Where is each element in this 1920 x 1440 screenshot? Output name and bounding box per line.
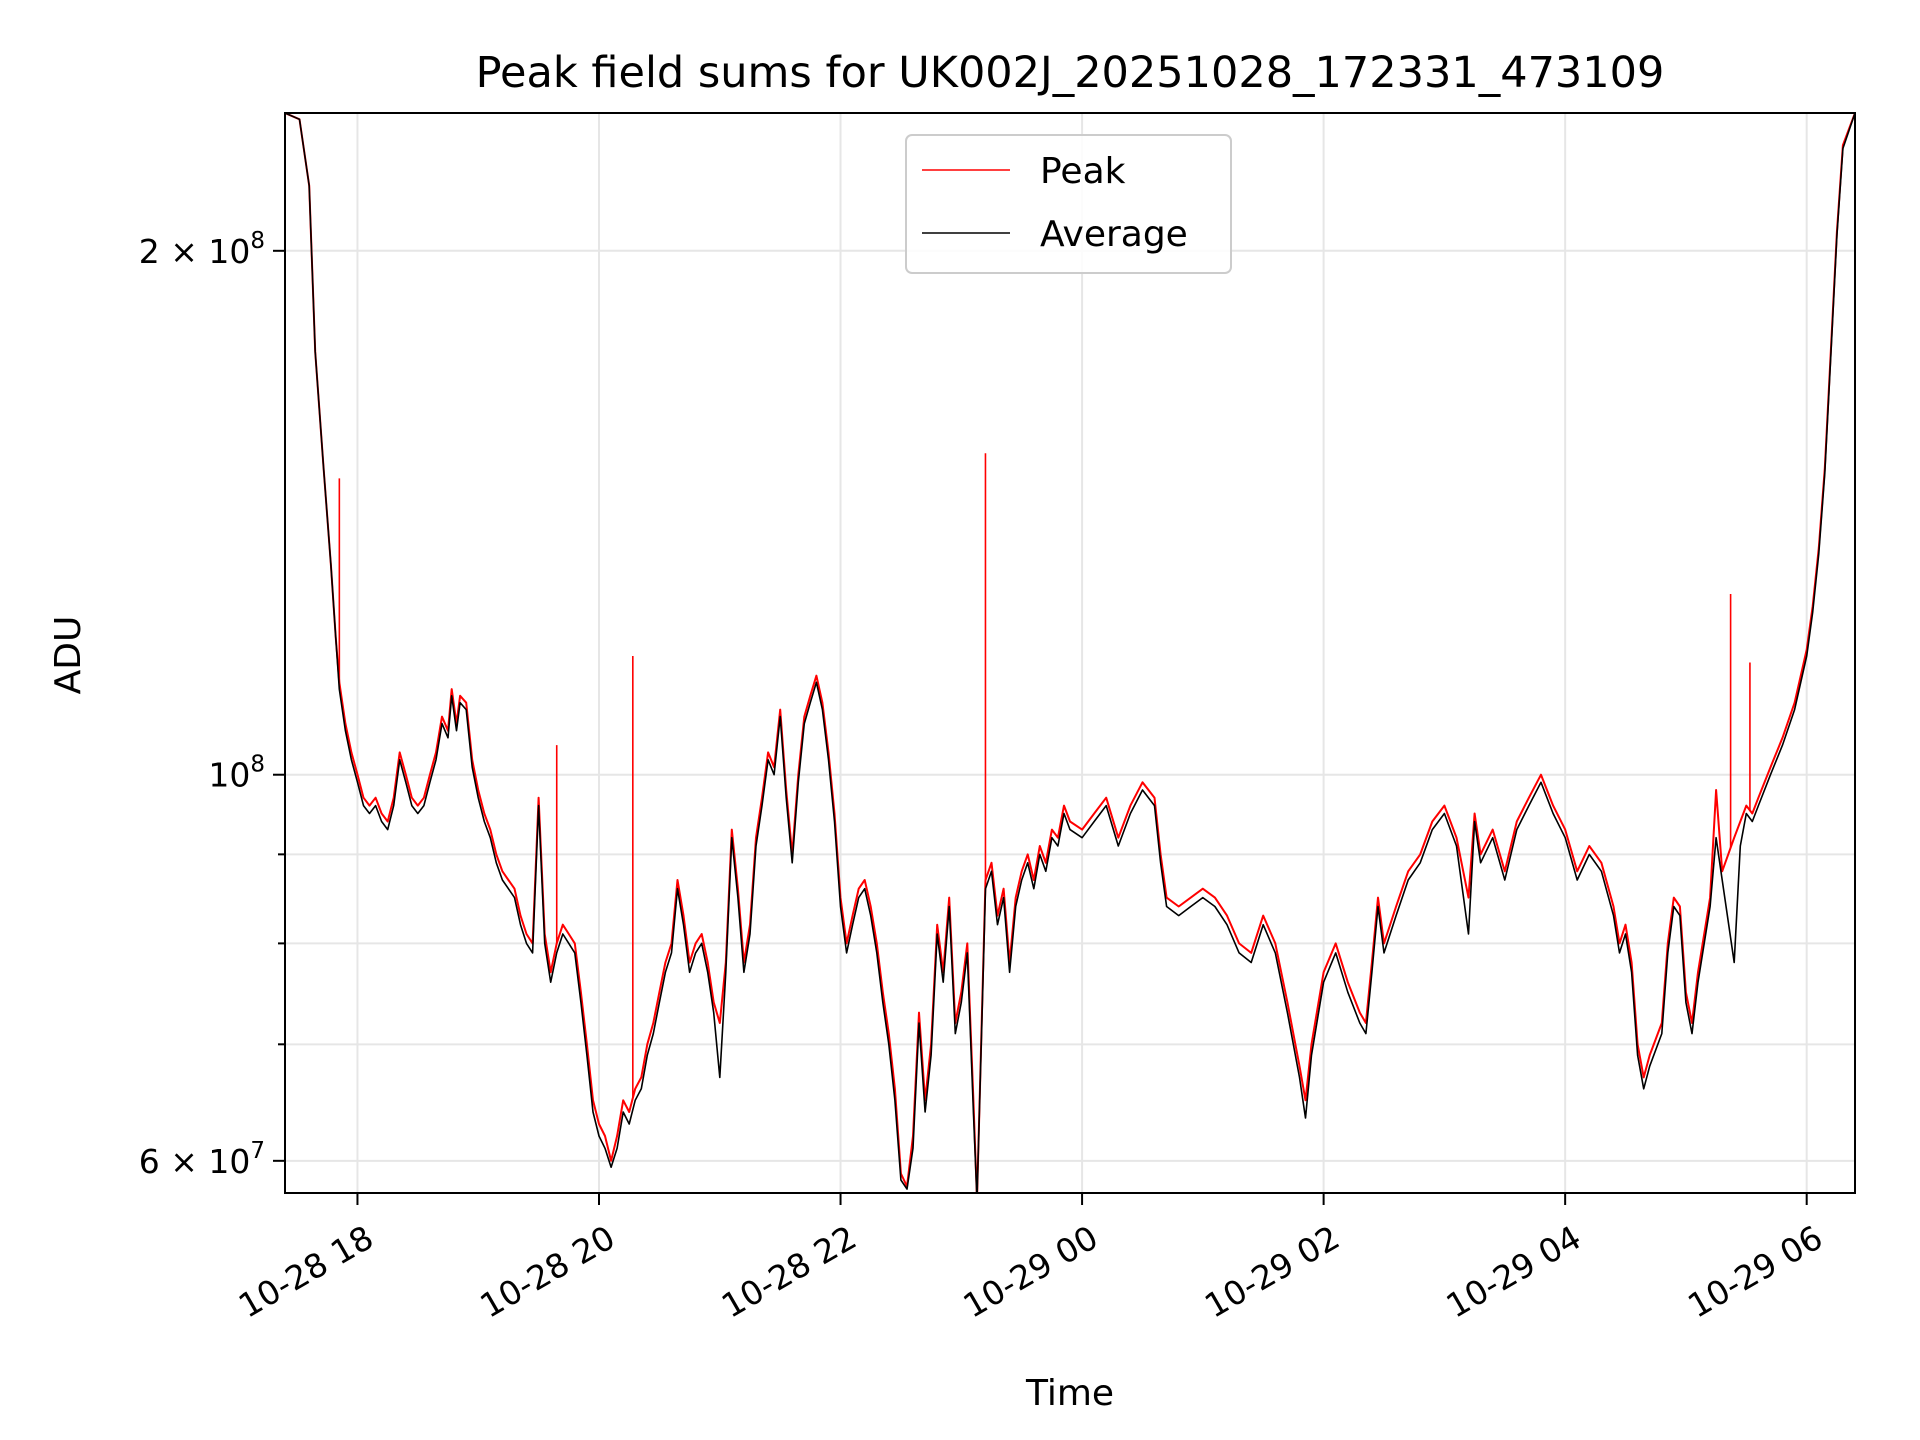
series-line-average [285,113,1855,1193]
chart-title: Peak field sums for UK002J_20251028_1723… [476,48,1665,98]
y-tick-label: 2 × 108 [139,228,265,271]
y-tick-exponent: 8 [250,228,265,254]
legend-label-average: Average [1040,214,1188,255]
y-tick-label: 6 × 107 [139,1138,265,1181]
legend-label-peak: Peak [1040,151,1126,192]
plot-frame [284,112,1856,1194]
y-tick-base: 2 × 10 [139,232,251,271]
plot-area [285,113,1855,1193]
y-axis-label: ADU [48,616,89,695]
y-tick-base: 10 [208,756,250,795]
y-tick-exponent: 8 [250,752,265,778]
legend: Peak Average [905,134,1232,274]
y-tick-base: 6 × 10 [139,1142,251,1181]
y-tick-label: 108 [208,752,265,795]
y-tick-exponent: 7 [250,1138,265,1164]
x-axis-label: Time [1025,1373,1114,1414]
